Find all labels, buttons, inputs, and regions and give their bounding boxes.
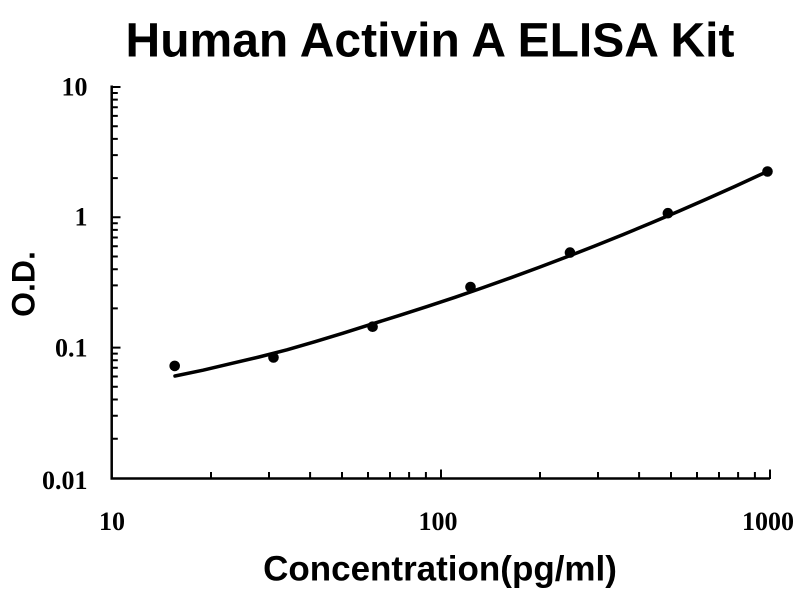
svg-text:O.D.: O.D. bbox=[6, 251, 42, 317]
svg-text:Human Activin A ELISA Kit: Human Activin A ELISA Kit bbox=[126, 15, 735, 68]
svg-text:1000: 1000 bbox=[742, 507, 794, 536]
svg-text:10: 10 bbox=[62, 73, 88, 102]
svg-text:Concentration(pg/ml): Concentration(pg/ml) bbox=[263, 550, 617, 589]
svg-text:1: 1 bbox=[75, 203, 88, 232]
svg-text:0.1: 0.1 bbox=[55, 333, 88, 362]
svg-text:100: 100 bbox=[419, 507, 458, 536]
svg-text:10: 10 bbox=[99, 507, 125, 536]
svg-text:0.01: 0.01 bbox=[42, 466, 88, 495]
